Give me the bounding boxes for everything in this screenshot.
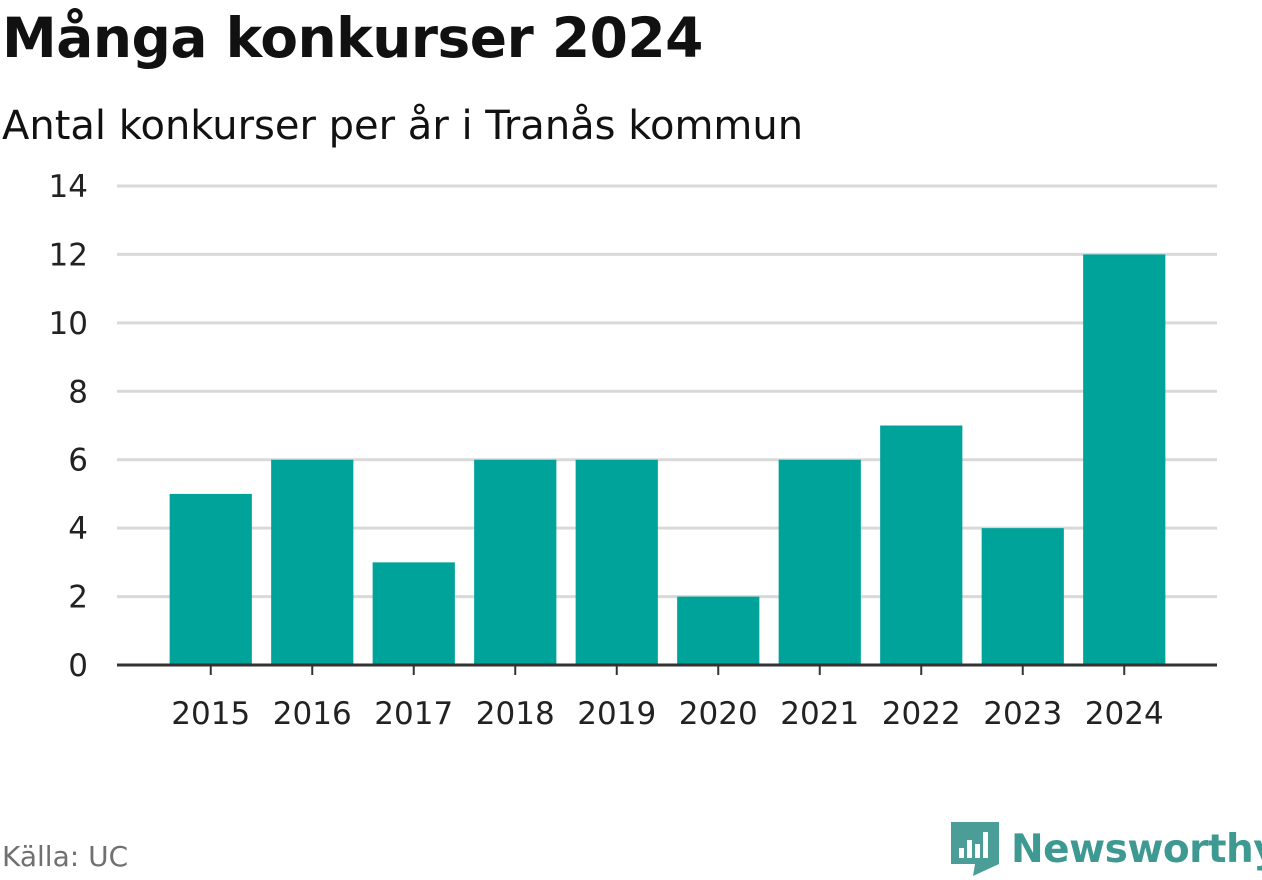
bar-2016 [271,459,354,665]
bar-2018 [474,459,557,665]
brand-logo: Newsworthy [951,818,1262,880]
x-tick-label: 2015 [171,696,250,732]
bar-2019 [575,459,658,665]
x-tick-label: 2016 [273,696,352,732]
source-note: Källa: UC [2,840,129,873]
y-tick-label: 8 [68,374,88,410]
brand-name: Newsworthy [1011,826,1262,872]
y-tick-label: 4 [68,511,88,547]
x-tick-label: 2023 [983,696,1062,732]
x-tick-label: 2019 [577,696,656,732]
bar-2015 [169,493,252,665]
bar-2024 [1083,254,1166,665]
newsworthy-logo-icon [951,822,999,876]
bar-2023 [981,528,1064,665]
bars [169,254,1166,665]
axes [117,663,1217,675]
chart-subtitle: Antal konkurser per år i Tranås kommun [2,103,804,149]
y-tick-label: 10 [49,306,88,342]
y-tick-label: 12 [49,237,88,273]
x-tick-label: 2021 [780,696,859,732]
tick-labels: 0 2 4 6 8 10 12 14 2015 2016 2017 2018 2019 2020 2021 2… [49,169,1164,732]
x-tick-label: 2020 [679,696,758,732]
bar-2017 [372,562,455,665]
y-tick-label: 2 [68,580,88,616]
y-tick-label: 0 [68,648,88,684]
x-tick-label: 2018 [476,696,555,732]
y-tick-label: 14 [49,169,88,205]
y-tick-label: 6 [68,443,88,479]
bar-2022 [880,425,963,665]
chart-title: Många konkurser 2024 [2,6,703,70]
x-tick-label: 2022 [882,696,961,732]
x-tick-label: 2024 [1085,696,1164,732]
bar-2020 [677,596,760,665]
x-tick-label: 2017 [374,696,453,732]
bar-2021 [778,459,861,665]
